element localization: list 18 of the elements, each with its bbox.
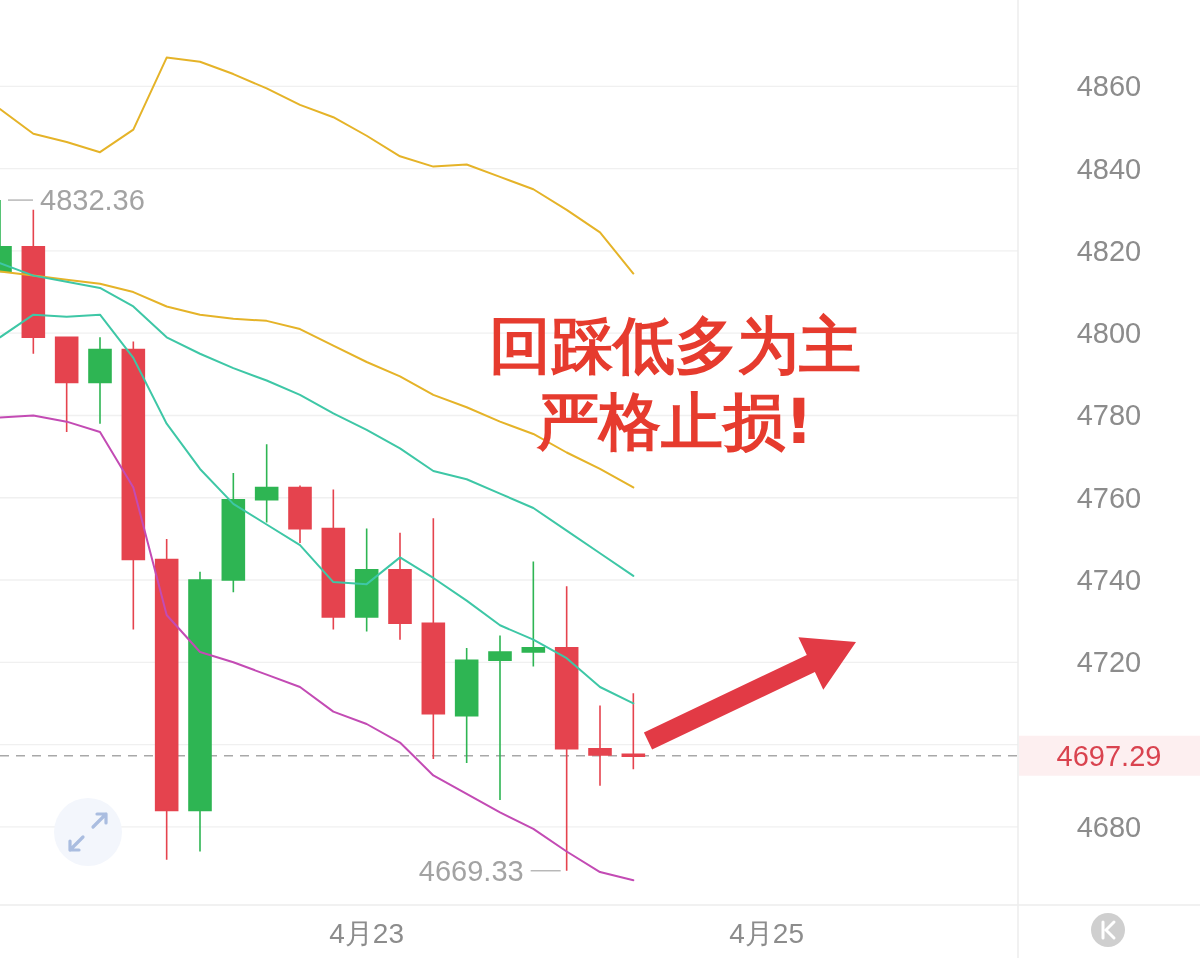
annotation: 回踩低多为主 (488, 308, 861, 382)
x-tick-label: 4月25 (729, 918, 805, 949)
y-tick-label: 4760 (1076, 481, 1142, 514)
y-tick-label: 4740 (1076, 564, 1142, 597)
y-tick-label: 4720 (1076, 646, 1142, 679)
y-tick-label: 4680 (1076, 810, 1142, 843)
y-tick-label: 4800 (1076, 317, 1142, 350)
y-tick-label: 4860 (1076, 70, 1142, 103)
extreme-label: 4832.36 (7, 184, 145, 217)
y-tick-label: 4780 (1076, 399, 1142, 432)
annotation: 4669.33 (418, 854, 524, 887)
annotation: 严格止损! (535, 384, 814, 458)
x-tick-label: 4月23 (329, 918, 405, 949)
annotation: 4832.36 (40, 184, 145, 217)
y-tick-label: 4840 (1076, 152, 1142, 185)
extreme-label: 4669.33 (418, 854, 562, 887)
ref-line-label: 4697.29 (1056, 739, 1162, 772)
y-tick-label: 4820 (1076, 234, 1142, 267)
